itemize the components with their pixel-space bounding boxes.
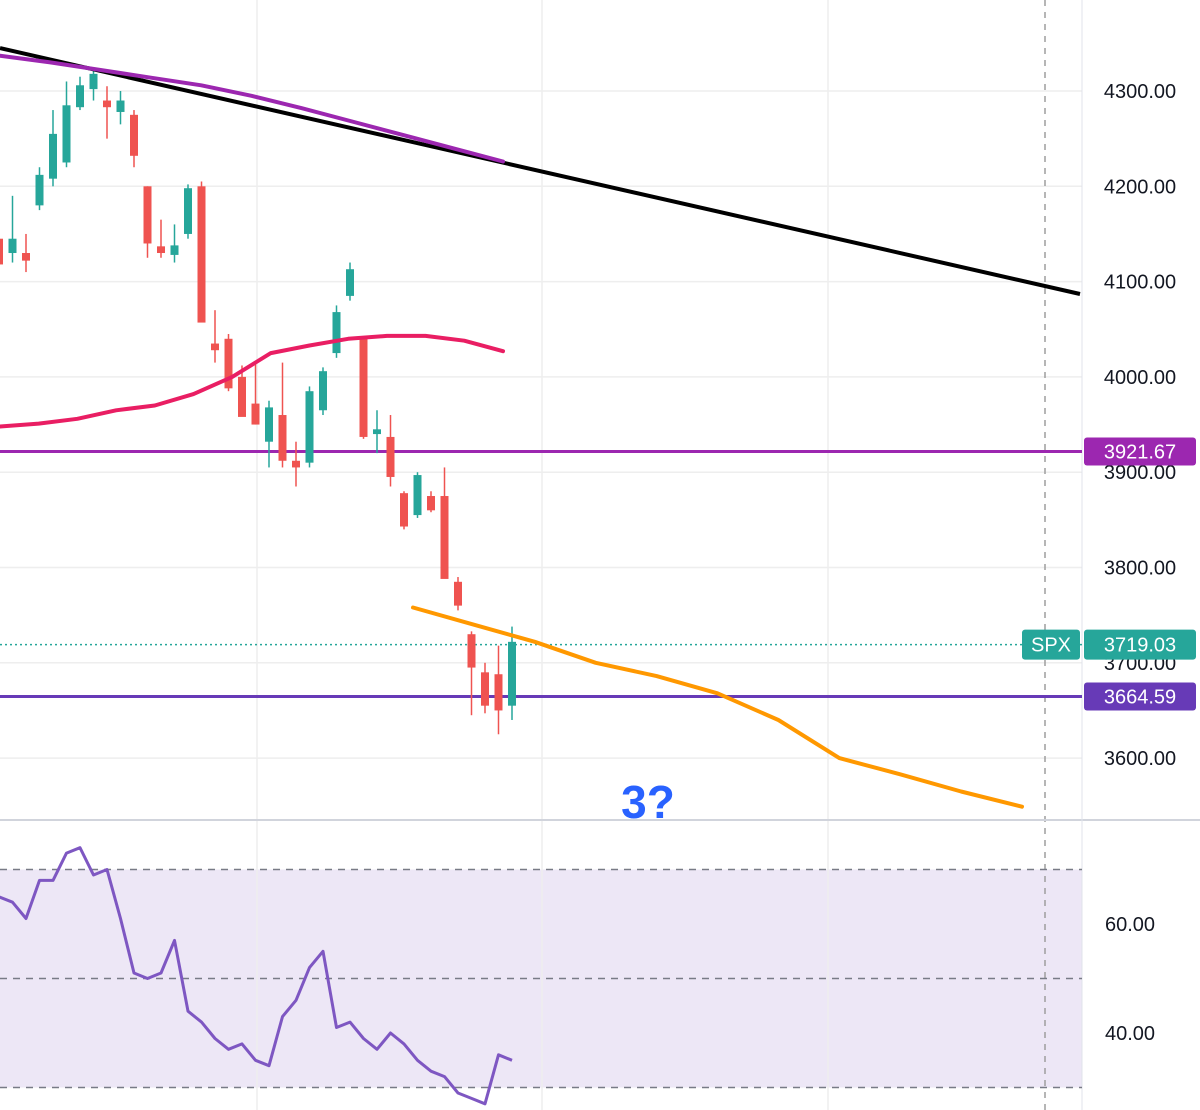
projection-line (411, 605, 1024, 809)
symbol-tag (1022, 629, 1080, 660)
price-axis-tick-4: 3900.00 (1104, 462, 1176, 484)
ma-pink-line (0, 333, 505, 429)
candle-body-3 (35, 174, 44, 206)
level-tag-label-1: 3664.59 (1104, 687, 1176, 709)
candle-body-38 (508, 641, 516, 706)
candle-body-10 (130, 114, 138, 156)
candle-body-19 (251, 403, 260, 425)
candle-body-31 (413, 475, 422, 516)
candle-body-29 (386, 436, 395, 477)
candle-body-26 (346, 269, 354, 296)
candle-body-20 (265, 407, 273, 442)
candle-body-2 (22, 253, 30, 261)
price-axis-tick-3: 4000.00 (1104, 367, 1176, 389)
level-tag-label-0: 3921.67 (1104, 442, 1176, 464)
candle-body-28 (373, 429, 381, 435)
candle-body-15 (197, 186, 206, 323)
candle-body-4 (49, 133, 57, 179)
candle-body-13 (170, 245, 179, 255)
candle-body-12 (157, 246, 165, 254)
candle-body-11 (143, 186, 152, 244)
last-price-tag-label: 3719.03 (1104, 635, 1176, 657)
candle-body-34 (454, 581, 462, 606)
candle-body-36 (481, 672, 489, 706)
candle-body-0 (0, 238, 3, 265)
candle-body-22 (292, 460, 300, 468)
candles (0, 67, 516, 735)
candle-body-21 (278, 415, 287, 461)
candle-body-8 (103, 100, 111, 108)
candle-body-1 (8, 238, 17, 254)
candle-body-32 (427, 496, 435, 511)
rsi-axis-tick-1: 40.00 (1105, 1023, 1155, 1045)
candle-body-30 (400, 493, 408, 527)
candle-body-6 (76, 85, 84, 108)
horizontal-levels (0, 450, 1082, 699)
last-price-tag (1084, 629, 1196, 660)
rsi-axis: 60.00 40.00 (1105, 914, 1155, 1045)
overlays (0, 46, 1081, 1106)
candle-body-25 (332, 312, 341, 354)
price-axis-tick-1: 4200.00 (1104, 176, 1176, 198)
price-axis-tick-5: 3800.00 (1104, 558, 1176, 580)
rsi-axis-tick-0: 60.00 (1105, 914, 1155, 936)
candle-body-14 (184, 188, 192, 234)
price-axis-tick-0: 4300.00 (1104, 81, 1176, 103)
candle-body-33 (440, 496, 449, 579)
rsi-guides (0, 868, 1082, 1089)
candle-body-18 (238, 376, 246, 417)
level-tag-1 (1084, 682, 1196, 711)
price-tags: 3921.67 3664.59 SPX 3719.03 (1022, 437, 1196, 711)
candle-body-24 (319, 371, 327, 411)
candle-body-16 (211, 343, 219, 351)
candle-body-37 (494, 674, 503, 711)
price-axis-tick-7: 3600.00 (1104, 748, 1176, 770)
candle-body-17 (224, 338, 233, 389)
candle-body-9 (116, 100, 125, 112)
trendline (0, 46, 1081, 296)
ma-purple-line (0, 53, 505, 164)
price-axis: 4300.00 4200.00 4100.00 4000.00 3900.00 3800.… (1104, 81, 1176, 770)
price-axis-tick-2: 4100.00 (1104, 272, 1176, 294)
symbol-tag-label: SPX (1031, 635, 1071, 657)
annotation-text: 3? (621, 776, 675, 828)
rsi-line (0, 846, 513, 1106)
candle-body-5 (62, 105, 71, 163)
candle-body-23 (305, 391, 314, 463)
candle-body-7 (89, 73, 98, 90)
level-tag-0 (1084, 437, 1196, 466)
candle-body-27 (359, 338, 368, 437)
candle-body-35 (467, 634, 476, 668)
grid (0, 0, 1082, 1110)
